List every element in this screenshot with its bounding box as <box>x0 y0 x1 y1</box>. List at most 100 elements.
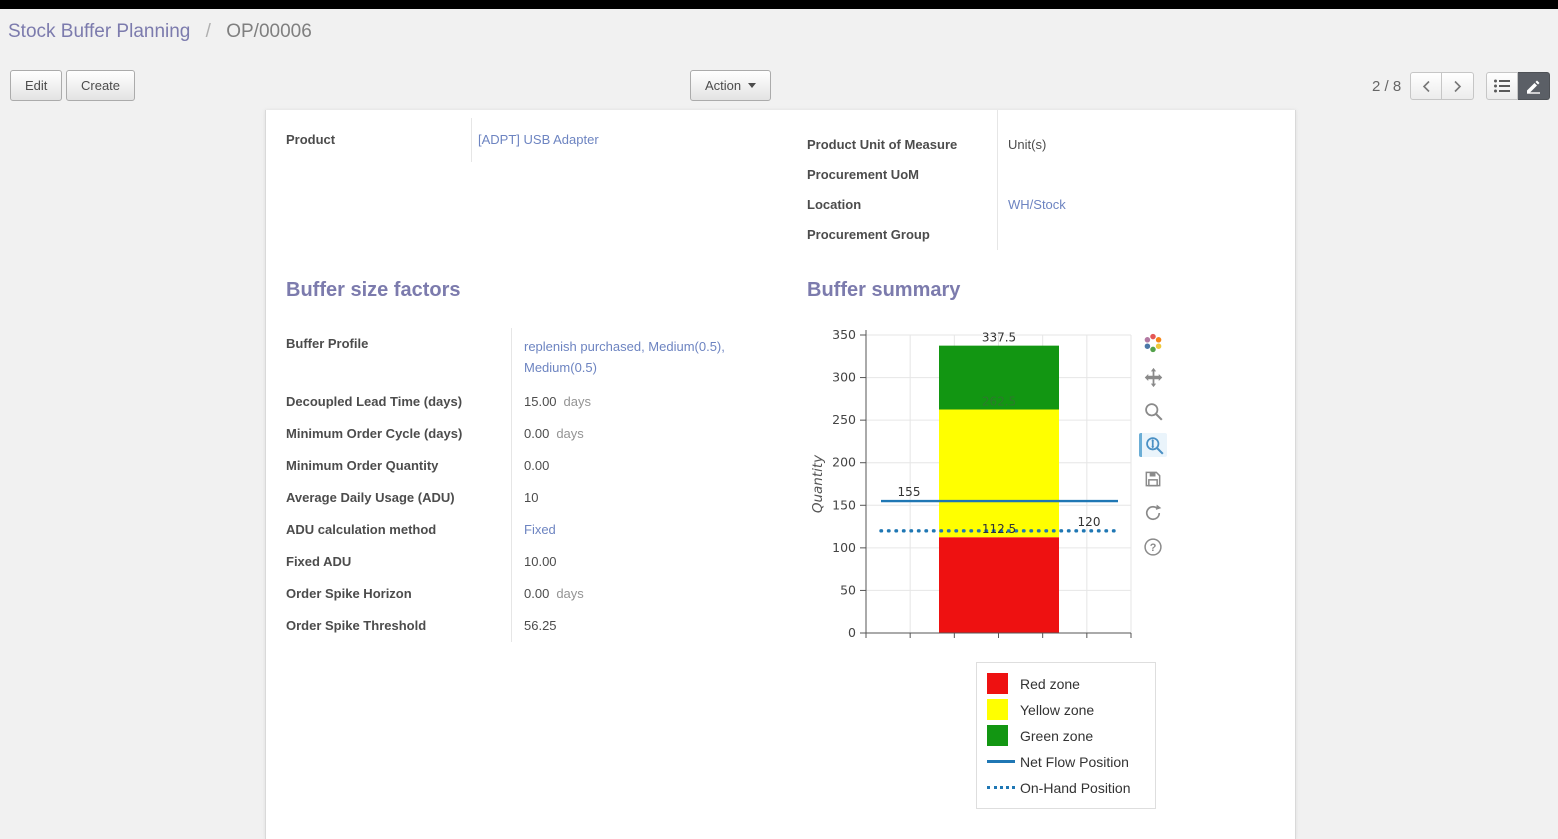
location-link[interactable]: WH/Stock <box>1008 197 1066 212</box>
field-suffix-spike-horizon: days <box>556 586 584 601</box>
field-row-adu-method: ADU calculation method Fixed <box>286 514 796 546</box>
pager-counter: 2 / 8 <box>1372 78 1402 95</box>
field-row-min-order-qty: Minimum Order Quantity 0.00 <box>286 450 796 482</box>
chevron-right-icon <box>1454 80 1462 92</box>
svg-text:120: 120 <box>1078 515 1101 529</box>
buffer-summary-title: Buffer summary <box>807 279 961 301</box>
field-label-adu-method: ADU calculation method <box>286 514 512 546</box>
breadcrumb-current: OP/00006 <box>226 21 312 42</box>
breadcrumb-parent-link[interactable]: Stock Buffer Planning <box>8 21 191 42</box>
field-label-fixed-adu: Fixed ADU <box>286 546 512 578</box>
legend-item-on-hand: On-Hand Position <box>987 775 1149 800</box>
field-row-product-uom: Product Unit of Measure Unit(s) <box>807 130 1285 160</box>
chevron-left-icon <box>1422 80 1430 92</box>
svg-text:150: 150 <box>832 497 856 512</box>
field-row-min-order-cycle: Minimum Order Cycle (days) 0.00 days <box>286 418 796 450</box>
breadcrumb: Stock Buffer Planning / OP/00006 <box>8 21 312 43</box>
legend-swatch-net-flow <box>987 760 1015 763</box>
field-value-min-order-cycle: 0.00 <box>524 426 550 441</box>
field-row-procurement-uom: Procurement UoM <box>807 160 1285 190</box>
product-link[interactable]: [ADPT] USB Adapter <box>478 132 599 147</box>
list-view-button[interactable] <box>1486 72 1518 100</box>
svg-text:337.5: 337.5 <box>982 331 1016 345</box>
svg-text:155: 155 <box>898 485 921 499</box>
field-label-spike-horizon: Order Spike Horizon <box>286 578 512 610</box>
refresh-icon[interactable] <box>1139 501 1167 525</box>
field-label-procurement-group: Procurement Group <box>807 220 998 250</box>
field-label-dlt: Decoupled Lead Time (days) <box>286 386 512 418</box>
field-row-procurement-group: Procurement Group <box>807 220 1285 250</box>
pager-next-button[interactable] <box>1442 72 1474 100</box>
field-row-adu: Average Daily Usage (ADU) 10 <box>286 482 796 514</box>
view-switcher <box>1486 72 1550 100</box>
svg-text:250: 250 <box>832 412 856 427</box>
buffer-profile-link[interactable]: replenish purchased, Medium(0.5), Medium… <box>524 339 725 375</box>
create-button[interactable]: Create <box>66 70 136 101</box>
chart-legend: Red zone Yellow zone Green zone Net Flow… <box>976 662 1156 809</box>
svg-text:200: 200 <box>832 455 856 470</box>
legend-label-yellow-zone: Yellow zone <box>1020 701 1095 718</box>
legend-swatch-green-zone <box>987 725 1008 746</box>
legend-swatch-yellow-zone <box>987 699 1008 720</box>
field-suffix-dlt: days <box>563 394 592 409</box>
svg-text:Quantity: Quantity <box>810 454 826 513</box>
breadcrumb-separator: / <box>205 21 211 42</box>
buffer-zones-chart[interactable]: 155 120 337.5 262.5 112.5 0 50 100 150 200 250 300 3… <box>806 328 1171 815</box>
field-suffix-min-order-cycle: days <box>556 426 584 441</box>
field-label-adu: Average Daily Usage (ADU) <box>286 482 512 514</box>
field-label-product-uom: Product Unit of Measure <box>807 130 998 160</box>
chart-toolbar: ? <box>1137 331 1169 559</box>
legend-label-on-hand: On-Hand Position <box>1020 779 1131 796</box>
pan-icon[interactable] <box>1139 365 1167 389</box>
uom-field-group: Product Unit of Measure Unit(s) Procurem… <box>807 110 1285 250</box>
legend-label-red-zone: Red zone <box>1020 675 1080 692</box>
action-label: Action <box>705 78 742 93</box>
product-field-group: Product [ADPT] USB Adapter <box>286 118 756 162</box>
field-row-dlt: Decoupled Lead Time (days) 15.00 days <box>286 386 796 418</box>
field-row-buffer-profile: Buffer Profile replenish purchased, Medi… <box>286 328 796 386</box>
field-value-adu: 10 <box>524 490 539 505</box>
bokeh-logo-icon[interactable] <box>1139 331 1167 355</box>
svg-text:300: 300 <box>832 370 856 385</box>
field-label-location: Location <box>807 190 998 220</box>
svg-text:100: 100 <box>832 540 856 555</box>
save-icon[interactable] <box>1139 467 1167 491</box>
field-row-location: Location WH/Stock <box>807 190 1285 220</box>
legend-item-net-flow: Net Flow Position <box>987 749 1149 774</box>
form-sheet: Product [ADPT] USB Adapter Product Unit … <box>265 110 1296 839</box>
legend-item-yellow-zone: Yellow zone <box>987 697 1149 722</box>
help-icon[interactable]: ? <box>1139 535 1167 559</box>
wheel-zoom-icon[interactable] <box>1139 433 1167 457</box>
field-row-product: Product [ADPT] USB Adapter <box>286 118 756 162</box>
field-row-clipped <box>807 110 1285 130</box>
buffer-summary-section: Buffer summary <box>807 278 1277 302</box>
field-value-procurement-uom <box>998 160 1008 190</box>
field-value-dlt: 15.00 <box>524 394 557 409</box>
adu-method-link[interactable]: Fixed <box>524 522 556 537</box>
action-dropdown-button[interactable]: Action <box>690 70 772 101</box>
field-row-spike-horizon: Order Spike Horizon 0.00 days <box>286 578 796 610</box>
pager-previous-button[interactable] <box>1410 72 1442 100</box>
legend-swatch-on-hand <box>987 786 1015 789</box>
field-label-product: Product <box>286 118 472 162</box>
field-label-spike-threshold: Order Spike Threshold <box>286 610 512 642</box>
caret-down-icon <box>748 83 757 88</box>
svg-text:?: ? <box>1150 542 1157 554</box>
field-label-buffer-profile: Buffer Profile <box>286 328 512 386</box>
field-value-product-uom: Unit(s) <box>1008 137 1047 152</box>
field-value-min-order-qty: 0.00 <box>524 458 550 473</box>
legend-item-red-zone: Red zone <box>987 671 1149 696</box>
buffer-summary-chart: 155 120 337.5 262.5 112.5 0 50 100 150 200 250 300 3… <box>806 328 1171 815</box>
box-zoom-icon[interactable] <box>1139 399 1167 423</box>
field-label-min-order-qty: Minimum Order Quantity <box>286 450 512 482</box>
field-value-procurement-group <box>998 220 1008 250</box>
svg-text:262.5: 262.5 <box>982 395 1016 409</box>
form-view-button[interactable] <box>1518 72 1550 100</box>
svg-text:350: 350 <box>832 328 856 342</box>
edit-button[interactable]: Edit <box>10 70 63 101</box>
field-label-min-order-cycle: Minimum Order Cycle (days) <box>286 418 512 450</box>
buffer-size-factors-section: Buffer size factors Buffer Profile reple… <box>286 278 796 642</box>
pager-buttons <box>1410 72 1474 100</box>
legend-swatch-red-zone <box>987 673 1008 694</box>
legend-item-green-zone: Green zone <box>987 723 1149 748</box>
